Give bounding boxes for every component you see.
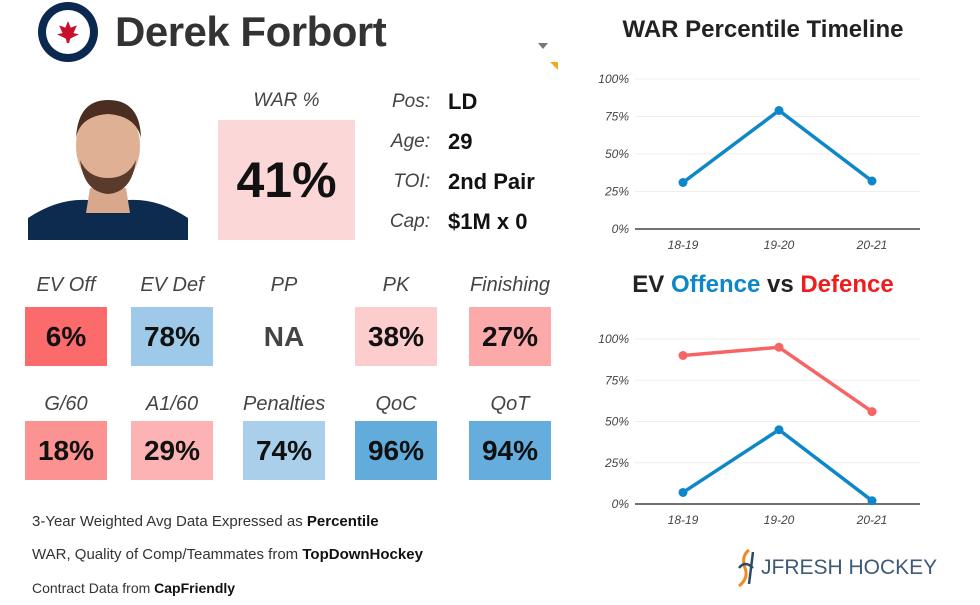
footer-line-1: 3-Year Weighted Avg Data Expressed as Pe… xyxy=(32,513,379,530)
pk-label: PK xyxy=(382,274,410,296)
ev-def-tile: 78% xyxy=(131,307,213,366)
y-tick-label: 0% xyxy=(612,222,630,236)
team-logo xyxy=(38,2,98,62)
series-line xyxy=(682,345,873,414)
info-value: LD xyxy=(448,89,478,114)
x-tick-label: 19-20 xyxy=(764,513,795,527)
a1-60-label: A1/60 xyxy=(145,393,199,415)
data-point xyxy=(774,342,784,352)
chart2-title-part: EV xyxy=(632,271,671,298)
data-point xyxy=(867,407,877,417)
qot-label: QoT xyxy=(490,393,530,415)
qoc-label: QoC xyxy=(375,393,417,415)
war-label: WAR % xyxy=(253,90,320,111)
series-line xyxy=(681,108,874,184)
info-value: 29 xyxy=(448,129,473,154)
info-label: Cap: xyxy=(389,211,430,232)
data-point xyxy=(678,487,688,497)
info-label: Age: xyxy=(390,131,430,152)
y-tick-label: 100% xyxy=(598,332,629,346)
ev-offence-defence-chart: 0% 25% 50% 75% 100% 18-19 19-20 20-21 xyxy=(598,332,920,527)
chart2-title-part: Offence xyxy=(670,271,761,298)
y-tick-label: 50% xyxy=(605,415,629,429)
maple-leaf-icon xyxy=(57,21,79,43)
corner-marker-icon xyxy=(550,62,558,70)
qot-tile: 94% xyxy=(469,421,551,480)
data-point xyxy=(867,496,877,506)
ev-off-label: EV Off xyxy=(36,274,96,296)
x-tick-label: 18-19 xyxy=(668,238,699,252)
y-tick-label: 25% xyxy=(604,185,629,199)
pk-tile: 38% xyxy=(355,307,437,366)
data-point xyxy=(678,178,688,187)
info-value: $1M x 0 xyxy=(448,209,528,234)
finishing-label: Finishing xyxy=(469,274,551,296)
player-photo xyxy=(28,88,188,240)
chart2-title-part: vs xyxy=(760,271,801,298)
series-line xyxy=(682,427,874,503)
data-point xyxy=(774,425,784,435)
x-tick-label: 18-19 xyxy=(668,513,699,527)
data-point xyxy=(678,351,688,360)
y-tick-label: 75% xyxy=(605,110,629,124)
penalties-label: Penalties xyxy=(243,393,326,415)
dropdown-arrow-icon[interactable] xyxy=(538,43,548,54)
g-60-tile: 18% xyxy=(25,421,107,480)
chart1-title: WAR Percentile Timeline xyxy=(622,16,904,43)
pp-label: PP xyxy=(270,274,298,296)
chart2-title: EV Offence vs Defence xyxy=(593,271,933,299)
a1-60-tile: 29% xyxy=(131,421,213,480)
y-tick-label: 25% xyxy=(604,456,629,470)
info-label: TOI: xyxy=(393,171,430,192)
g-60-label: G/60 xyxy=(44,393,88,415)
x-tick-label: 20-21 xyxy=(856,513,888,527)
chart2-title-part: Defence xyxy=(800,271,894,298)
footer-line-2: WAR, Quality of Comp/Teammates from TopD… xyxy=(32,546,423,563)
y-tick-label: 50% xyxy=(605,147,629,161)
ev-def-label: EV Def xyxy=(140,274,204,296)
y-tick-label: 100% xyxy=(598,72,629,86)
war-value: 41% xyxy=(218,120,355,240)
info-label: Pos: xyxy=(391,91,430,112)
data-point xyxy=(867,176,877,186)
data-point xyxy=(774,106,784,115)
y-tick-label: 75% xyxy=(605,373,629,387)
pp-tile: NA xyxy=(243,307,325,366)
war-timeline-chart: 0% 25% 50% 75% 100% 18-19 19-20 20-21 xyxy=(598,72,920,252)
brand-logo: JFRESH HOCKEY xyxy=(735,548,937,588)
ev-off-tile: 6% xyxy=(25,307,107,366)
brand-name: JFRESH HOCKEY xyxy=(761,556,938,579)
hockey-stick-icon xyxy=(738,548,755,588)
footer-line-3: Contract Data from CapFriendly xyxy=(32,580,236,596)
info-value: 2nd Pair xyxy=(448,169,535,194)
x-tick-label: 19-20 xyxy=(764,238,795,252)
player-name: Derek Forbort xyxy=(115,8,387,55)
penalties-tile: 74% xyxy=(243,421,325,480)
finishing-tile: 27% xyxy=(469,307,551,366)
y-tick-label: 0% xyxy=(612,497,630,511)
x-tick-label: 20-21 xyxy=(856,238,888,252)
qoc-tile: 96% xyxy=(355,421,437,480)
